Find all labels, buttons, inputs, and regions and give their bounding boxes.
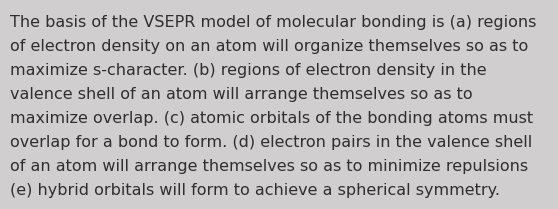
Text: valence shell of an atom will arrange themselves so as to: valence shell of an atom will arrange th… <box>10 87 473 102</box>
Text: The basis of the VSEPR model of molecular bonding is (a) regions: The basis of the VSEPR model of molecula… <box>10 15 536 30</box>
Text: of electron density on an atom will organize themselves so as to: of electron density on an atom will orga… <box>10 39 528 54</box>
Text: maximize overlap. (c) atomic orbitals of the bonding atoms must: maximize overlap. (c) atomic orbitals of… <box>10 111 533 126</box>
Text: (e) hybrid orbitals will form to achieve a spherical symmetry.: (e) hybrid orbitals will form to achieve… <box>10 183 500 198</box>
Text: overlap for a bond to form. (d) electron pairs in the valence shell: overlap for a bond to form. (d) electron… <box>10 135 532 150</box>
Text: of an atom will arrange themselves so as to minimize repulsions: of an atom will arrange themselves so as… <box>10 159 528 174</box>
Text: maximize s-character. (b) regions of electron density in the: maximize s-character. (b) regions of ele… <box>10 63 487 78</box>
